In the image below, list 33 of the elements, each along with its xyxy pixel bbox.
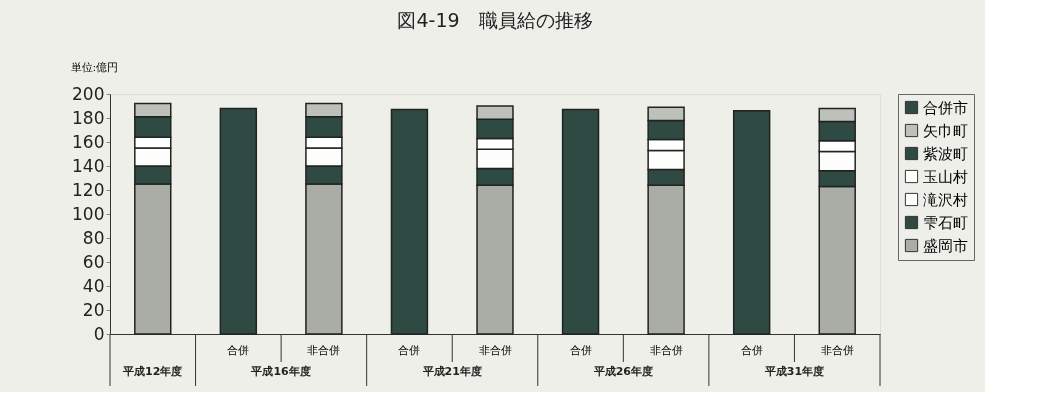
- y-tick-label: 120: [72, 179, 105, 200]
- x-tick-label: 合併: [740, 343, 763, 357]
- text: 平成26年度: [592, 365, 653, 378]
- legend-label: 合併市: [923, 98, 968, 117]
- x-tick-label: 合併: [227, 343, 250, 357]
- x-tick-label: 非合併: [478, 343, 512, 357]
- y-tick-label: 60: [82, 251, 105, 272]
- chart-title: 図4-19 職員給の推移: [397, 9, 593, 31]
- x-tick-label: 非合併: [820, 343, 854, 357]
- x-tick-label: 合併: [398, 343, 421, 357]
- legend-label: 矢巾町: [923, 121, 968, 140]
- y-tick-label: 40: [82, 275, 105, 296]
- text: 平成31年度: [763, 365, 825, 378]
- legend-label: 盛岡市: [923, 236, 968, 255]
- legend-label: 玉山村: [923, 167, 968, 186]
- legend-label: 雫石町: [923, 213, 968, 232]
- legend-label: 紫波町: [923, 144, 968, 163]
- y-tick-label: 0: [93, 323, 105, 344]
- legend-label: 滝沢村: [923, 190, 968, 209]
- y-tick-label: 160: [72, 131, 105, 152]
- x-tick-label: 合併: [569, 343, 592, 357]
- x-tick-label: 非合併: [307, 343, 341, 357]
- y-tick-label: 20: [82, 299, 105, 320]
- y-tick-label: 200: [72, 83, 105, 104]
- text: 平成16年度: [250, 365, 311, 378]
- y-tick-label: 80: [82, 227, 105, 248]
- y-tick-label: 140: [72, 155, 105, 176]
- y-tick-label: 180: [72, 107, 105, 128]
- text: 平成12年度: [122, 365, 183, 378]
- y-tick-label: 100: [72, 203, 105, 224]
- text: 平成21年度: [421, 365, 482, 378]
- y-axis-title: 単位:億円: [70, 60, 119, 74]
- x-tick-label: 非合併: [649, 343, 683, 357]
